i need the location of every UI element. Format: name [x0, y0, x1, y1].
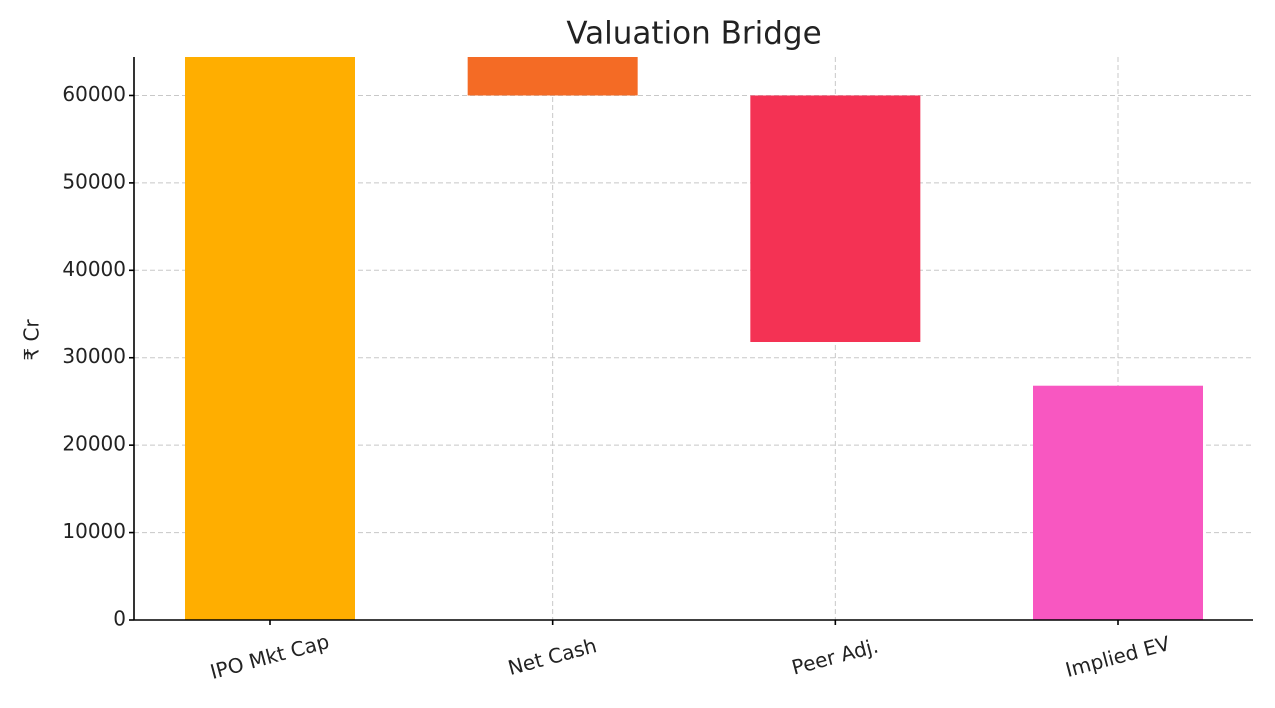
x-tick-label: IPO Mkt Cap — [208, 629, 332, 684]
bar — [467, 57, 638, 96]
y-tick-label: 60000 — [62, 82, 126, 106]
chart-title: Valuation Bridge — [566, 16, 821, 52]
y-tick-label: 20000 — [62, 432, 126, 456]
y-axis-label: ₹ Cr — [20, 319, 44, 361]
y-tick-label: 30000 — [62, 344, 126, 368]
y-tick-label: 0 — [113, 607, 126, 631]
x-tick-label: Peer Adj. — [789, 634, 881, 680]
x-tick-label: Implied EV — [1063, 631, 1173, 682]
y-tick-label: 40000 — [62, 257, 126, 281]
bar — [185, 57, 355, 620]
x-tick-label: Net Cash — [505, 633, 599, 680]
y-tick-label: 10000 — [62, 519, 126, 543]
y-tick-label: 50000 — [62, 169, 126, 193]
bar — [750, 95, 921, 342]
bar — [1033, 385, 1203, 620]
